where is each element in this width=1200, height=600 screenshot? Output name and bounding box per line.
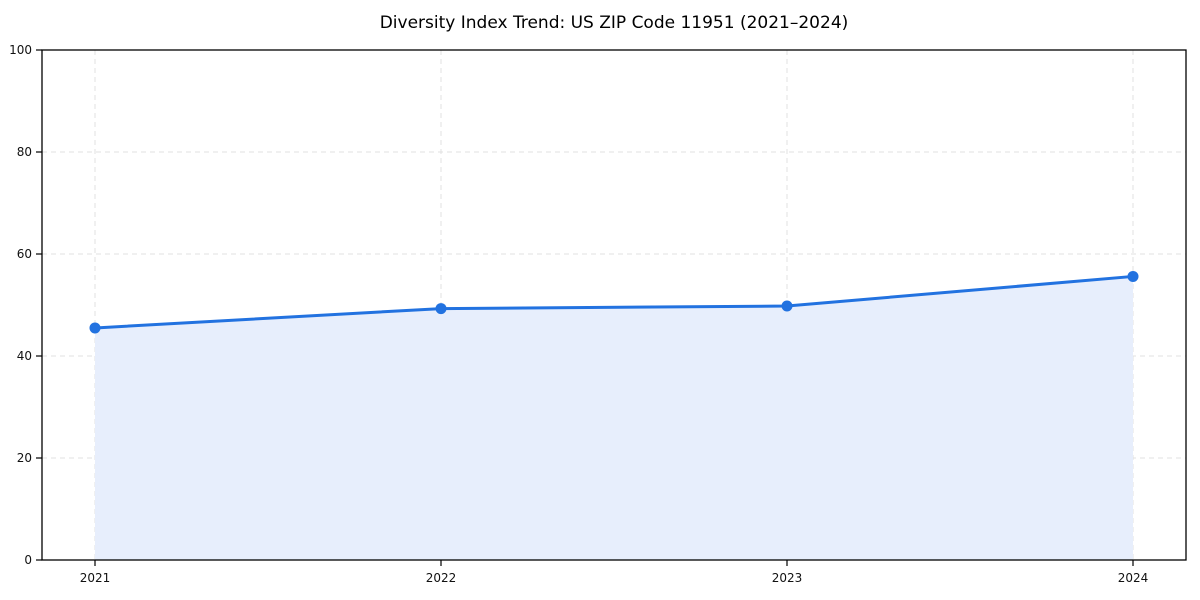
y-tick-label-60: 60 bbox=[17, 247, 32, 261]
chart-title: Diversity Index Trend: US ZIP Code 11951… bbox=[379, 13, 849, 33]
plot-border bbox=[41, 49, 1187, 561]
data-point-2021 bbox=[89, 322, 101, 334]
x-tick-label-2021: 2021 bbox=[80, 571, 111, 585]
data-point-2022 bbox=[435, 303, 447, 315]
area-fill bbox=[95, 276, 1133, 560]
y-tick-label-20: 20 bbox=[17, 451, 32, 465]
x-tick-label-2024: 2024 bbox=[1118, 571, 1149, 585]
data-point-2023 bbox=[781, 300, 793, 312]
x-tick-label-2023: 2023 bbox=[772, 571, 803, 585]
y-tick-label-0: 0 bbox=[24, 553, 32, 567]
data-point-2024 bbox=[1127, 270, 1139, 282]
y-tick-label-80: 80 bbox=[17, 145, 32, 159]
x-tick-label-2022: 2022 bbox=[426, 571, 457, 585]
y-tick-label-100: 100 bbox=[9, 43, 32, 57]
trend-line bbox=[93, 274, 1135, 330]
y-tick-label-40: 40 bbox=[17, 349, 32, 363]
